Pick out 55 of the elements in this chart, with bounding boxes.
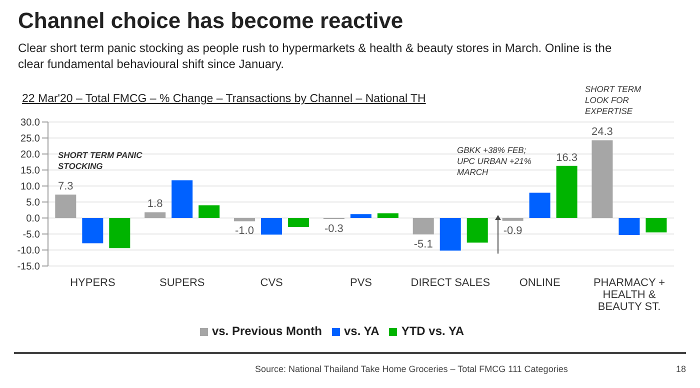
bar <box>234 218 256 222</box>
bar <box>261 218 282 235</box>
bar <box>529 192 550 218</box>
annotation: SHORT TERM PANIC STOCKING <box>58 150 144 172</box>
x-tick-label: PHARMACY + HEALTH & BEAUTY ST. <box>593 277 666 313</box>
bar <box>377 213 398 218</box>
x-tick-label: ONLINE <box>519 277 560 289</box>
x-tick-label: PVS <box>350 277 372 289</box>
y-tick-label: 5.0 <box>26 198 40 209</box>
y-tick-label: 20.0 <box>20 150 40 161</box>
y-tick-label: 15.0 <box>20 166 40 177</box>
data-label: -5.1 <box>414 238 433 250</box>
x-tick-label: CVS <box>260 277 283 289</box>
y-tick-label: 25.0 <box>20 134 40 145</box>
data-label: 1.8 <box>147 198 163 210</box>
x-tick-label: SUPERS <box>160 277 205 289</box>
text: 22 Mar'20 – Total FMCG – % Change – Transactions by Channel – National TH <box>22 93 426 105</box>
bar <box>172 180 193 218</box>
y-tick-label: -10.0 <box>17 246 40 257</box>
bar <box>350 214 372 218</box>
bar <box>198 205 220 218</box>
data-label: -0.3 <box>324 222 344 235</box>
data-label: 24.3 <box>592 126 613 138</box>
text: 18 <box>676 364 686 374</box>
bar <box>466 218 488 243</box>
x-tick-label: HYPERS <box>70 277 116 289</box>
y-tick-label: 10.0 <box>20 182 40 193</box>
bar <box>646 218 667 232</box>
data-label: 7.3 <box>58 180 74 193</box>
bar <box>618 218 640 235</box>
bar <box>288 218 310 227</box>
bar <box>55 194 76 218</box>
chart-title: Channel choice has become reactive <box>18 8 404 34</box>
legend-label: vs. Previous Month <box>212 324 322 338</box>
source-note: Source: National Thailand Take Home Groceries – Total FMCG 111 Categories <box>255 364 568 374</box>
bar <box>412 218 434 234</box>
data-label: 16.3 <box>556 152 578 164</box>
bar <box>592 140 613 218</box>
data-label: -1.0 <box>235 225 254 238</box>
x-tick-label: DIRECT SALES <box>410 277 490 289</box>
legend-label: YTD vs. YA <box>401 324 464 338</box>
bar <box>144 212 166 218</box>
chart-subtitle: Clear short term panic stocking as people rush to hypermarkets & health & beauty stores in March. Online is the clear fundamental behavioural shift since January. <box>18 40 613 72</box>
bar <box>440 218 461 251</box>
y-tick-label: -5.0 <box>22 230 40 241</box>
bar <box>109 218 130 248</box>
legend-label: vs. YA <box>344 324 380 338</box>
y-tick-label: 30.0 <box>20 118 40 129</box>
y-tick-label: -15.0 <box>17 262 40 273</box>
bar <box>82 218 104 244</box>
annotation: GBKK +38% FEB; UPC URBAN +21% MARCH <box>457 145 532 178</box>
data-label: -0.9 <box>503 224 522 237</box>
text: SHORT TERM LOOK FOR EXPERTISE <box>585 84 642 117</box>
y-tick-label: 0.0 <box>26 214 40 225</box>
bar <box>556 166 578 218</box>
